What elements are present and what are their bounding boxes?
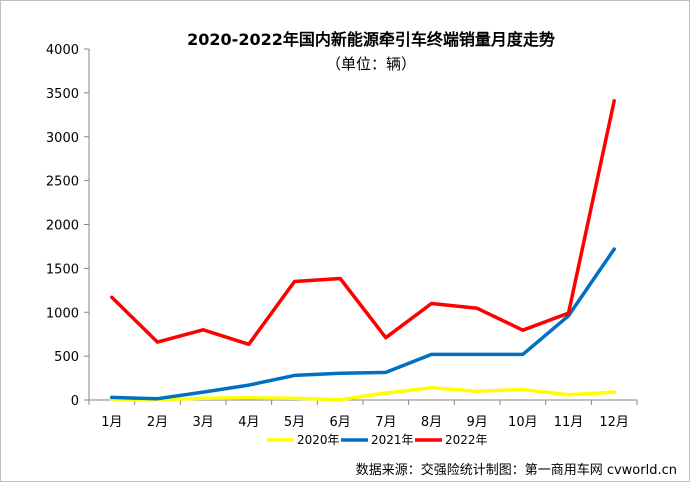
data-point <box>247 342 251 346</box>
data-point <box>567 393 570 397</box>
x-tick-label: 9月 <box>467 415 488 430</box>
data-point <box>567 311 570 315</box>
data-point <box>430 386 433 390</box>
data-point <box>110 295 114 299</box>
x-tick-label: 1月 <box>101 415 122 430</box>
data-point <box>293 280 296 284</box>
data-point <box>612 390 616 394</box>
data-point <box>612 247 616 251</box>
data-point <box>338 276 342 280</box>
data-point <box>430 352 433 356</box>
data-point <box>430 301 433 305</box>
y-tick-label: 4000 <box>46 43 79 58</box>
data-point <box>384 336 388 340</box>
y-tick-label: 500 <box>54 350 79 365</box>
data-point <box>475 306 479 310</box>
data-point <box>338 371 342 375</box>
data-point <box>612 99 616 103</box>
x-tick-label: 6月 <box>330 415 351 430</box>
data-point <box>201 390 205 394</box>
data-point <box>247 383 251 387</box>
data-point <box>338 398 342 402</box>
data-point <box>156 397 159 401</box>
series-line-2 <box>110 247 616 401</box>
data-point <box>521 328 525 332</box>
data-point <box>247 396 251 400</box>
x-tick-label: 8月 <box>421 415 442 430</box>
data-point <box>293 396 296 400</box>
legend-label-2: 2021年 <box>371 433 414 447</box>
series-line-3 <box>110 99 616 347</box>
data-point <box>475 352 479 356</box>
x-tick-label: 11月 <box>554 415 584 430</box>
data-source-note: 数据来源：交强险统计制图：第一商用车网 cvworld.cn <box>356 462 677 478</box>
x-tick-label: 10月 <box>508 415 538 430</box>
series-layer <box>110 99 616 402</box>
y-tick-label: 0 <box>71 394 79 409</box>
data-point <box>521 387 525 391</box>
data-point <box>384 370 388 374</box>
y-tick-label: 2500 <box>46 175 79 190</box>
data-point <box>110 395 114 399</box>
y-tick-label: 3000 <box>46 131 79 146</box>
chart-title: 2020-2022年国内新能源牵引车终端销量月度走势 <box>187 30 555 49</box>
legend-label-1: 2020年 <box>297 433 340 447</box>
data-point <box>201 328 205 332</box>
legend: 2020年 2021年 2022年 <box>267 433 488 447</box>
data-point <box>201 396 205 400</box>
data-point <box>293 373 296 377</box>
x-tick-label: 2月 <box>147 415 168 430</box>
data-point <box>156 340 159 344</box>
legend-label-3: 2022年 <box>445 433 488 447</box>
y-tick-label: 3500 <box>46 87 79 102</box>
x-tick-label: 7月 <box>375 415 396 430</box>
data-point <box>475 389 479 393</box>
y-tick-label: 1500 <box>46 262 79 277</box>
x-tick-label: 4月 <box>238 415 259 430</box>
y-tick-label: 2000 <box>46 219 79 234</box>
chart-subtitle: （单位：辆） <box>326 55 416 73</box>
x-tick-label: 5月 <box>284 415 305 430</box>
y-tick-label: 1000 <box>46 306 79 321</box>
axes: 0 500 1000 1500 2000 2500 3000 3500 4000 1月 2月 3月 4月… <box>46 43 638 430</box>
x-tick-label: 3月 <box>193 415 214 430</box>
series-line-1 <box>110 385 616 402</box>
x-tick-label: 12月 <box>599 415 629 430</box>
data-point <box>521 352 525 356</box>
data-point <box>384 391 388 395</box>
